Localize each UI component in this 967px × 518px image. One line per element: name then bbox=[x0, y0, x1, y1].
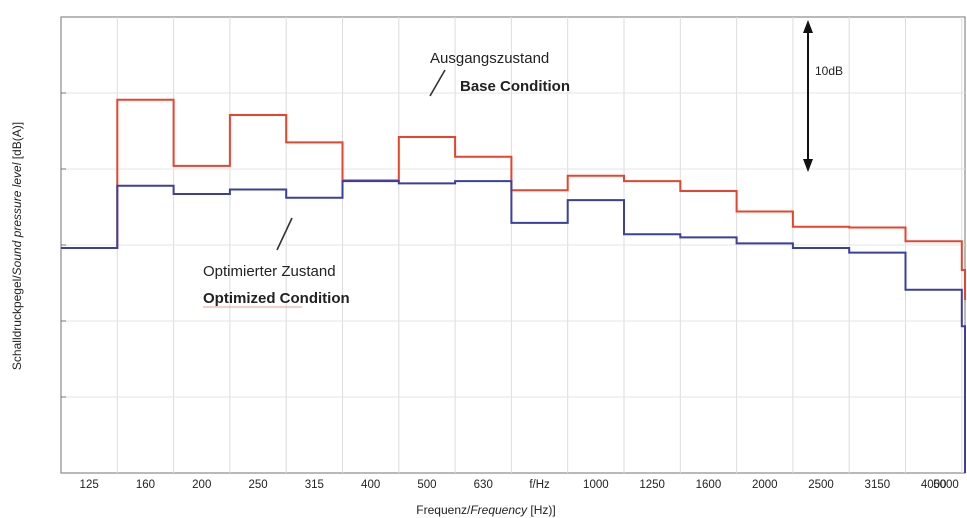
x-tick-label: f/Hz bbox=[529, 479, 550, 491]
optimized-condition-label-de: Optimierter Zustand bbox=[203, 263, 336, 280]
x-tick-labels: 125 160 200 250 315 400 500 630 f/Hz 1000 1250 1600… bbox=[80, 479, 959, 491]
x-tick-label: 250 bbox=[248, 479, 267, 491]
series-line-optimized bbox=[61, 180, 966, 473]
series-group bbox=[61, 98, 966, 473]
scale-arrow bbox=[803, 20, 813, 172]
x-tick-label: 400 bbox=[361, 479, 380, 491]
x-tick-label: 200 bbox=[192, 479, 211, 491]
x-tick-label: 315 bbox=[305, 479, 324, 491]
base-condition-label-de: Ausgangszustand bbox=[430, 50, 549, 67]
x-tick-label: 500 bbox=[417, 479, 436, 491]
optimized-condition-leader bbox=[276, 217, 293, 251]
y-axis-label: Schalldruckpegel/Sound pressure level [d… bbox=[10, 122, 24, 370]
x-tick-label: 2000 bbox=[752, 479, 778, 491]
x-tick-label: 630 bbox=[474, 479, 493, 491]
x-tick-label: 5000 bbox=[933, 479, 959, 491]
x-tick-label: 4000 bbox=[921, 479, 947, 491]
x-tick-label: 3150 bbox=[865, 479, 891, 491]
base-condition-leader bbox=[429, 69, 446, 97]
grid bbox=[61, 17, 965, 473]
x-tick-label: 1000 bbox=[583, 479, 609, 491]
base-condition-label-en: Base Condition bbox=[460, 78, 570, 95]
x-tick-label: 2500 bbox=[808, 479, 834, 491]
scale-label: 10dB bbox=[815, 64, 843, 78]
x-axis-label: Frequenz/Frequency [Hz)] bbox=[416, 503, 555, 517]
x-tick-label: 1600 bbox=[696, 479, 722, 491]
x-tick-label: 160 bbox=[136, 479, 155, 491]
series-line-base bbox=[61, 98, 966, 300]
optimized-condition-label-en: Optimized Condition bbox=[203, 290, 350, 307]
x-tick-label: 125 bbox=[80, 479, 99, 491]
x-tick-label: 1250 bbox=[639, 479, 665, 491]
